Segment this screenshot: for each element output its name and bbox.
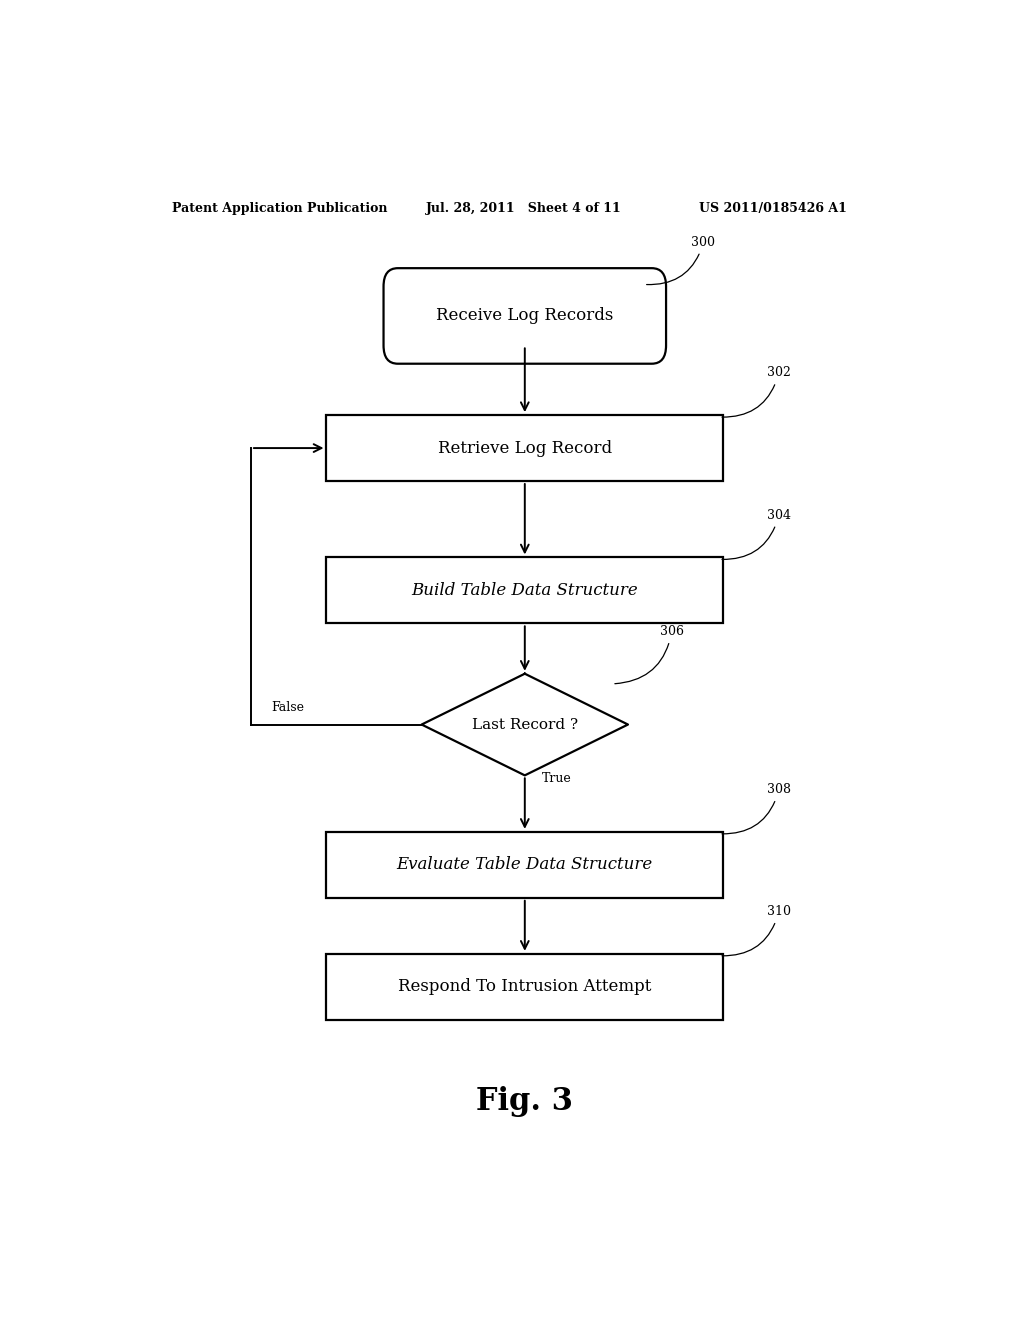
Text: 310: 310	[722, 906, 791, 956]
FancyBboxPatch shape	[384, 268, 666, 364]
Text: Jul. 28, 2011   Sheet 4 of 11: Jul. 28, 2011 Sheet 4 of 11	[426, 202, 622, 215]
Text: 306: 306	[614, 626, 684, 684]
Text: Fig. 3: Fig. 3	[476, 1086, 573, 1117]
Text: 308: 308	[722, 783, 791, 834]
Text: True: True	[543, 772, 572, 784]
Text: Respond To Intrusion Attempt: Respond To Intrusion Attempt	[398, 978, 651, 995]
Text: 300: 300	[646, 236, 716, 285]
Text: Retrieve Log Record: Retrieve Log Record	[437, 440, 612, 457]
Bar	[327, 414, 723, 480]
Bar	[327, 557, 723, 623]
Text: 302: 302	[722, 367, 791, 417]
Text: Build Table Data Structure: Build Table Data Structure	[412, 582, 638, 599]
Text: Last Record ?: Last Record ?	[472, 718, 578, 731]
Bar	[327, 832, 723, 898]
Bar	[327, 954, 723, 1020]
Text: Evaluate Table Data Structure: Evaluate Table Data Structure	[396, 857, 653, 874]
Text: Receive Log Records: Receive Log Records	[436, 308, 613, 325]
Text: False: False	[270, 701, 304, 714]
Text: Patent Application Publication: Patent Application Publication	[172, 202, 387, 215]
Text: US 2011/0185426 A1: US 2011/0185426 A1	[699, 202, 847, 215]
Text: 304: 304	[722, 508, 791, 560]
